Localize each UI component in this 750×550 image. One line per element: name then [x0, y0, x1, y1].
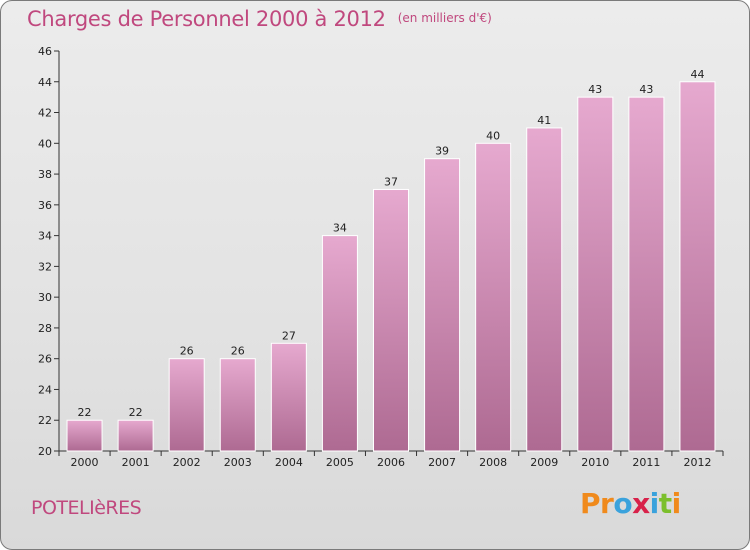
- bar: [66, 419, 103, 452]
- data-label: 22: [129, 406, 143, 419]
- bar: [168, 358, 205, 452]
- y-tick-label: 42: [38, 107, 52, 120]
- y-tick-label: 34: [38, 230, 52, 243]
- x-tick-label: 2001: [122, 456, 150, 469]
- x-tick-label: 2010: [581, 456, 609, 469]
- x-tick-label: 2004: [275, 456, 303, 469]
- x-tick-label: 2002: [173, 456, 201, 469]
- bar: [270, 342, 307, 452]
- brand-letter: i: [671, 487, 682, 520]
- y-tick-label: 30: [38, 291, 52, 304]
- data-labels: 22 22 26 26 27 34 37 39 40 41 43 43 44: [78, 68, 705, 419]
- x-tick-label: 2011: [632, 456, 660, 469]
- y-tick-label: 40: [38, 137, 52, 150]
- y-tick-label: 28: [38, 322, 52, 335]
- data-label: 26: [231, 345, 245, 358]
- x-tick-label: 2006: [377, 456, 405, 469]
- data-label: 40: [486, 129, 500, 142]
- bar: [526, 127, 563, 452]
- brand-letter: i: [649, 487, 660, 520]
- x-tick-label: 2000: [71, 456, 99, 469]
- brand-letter: t: [658, 487, 672, 520]
- y-tick-label: 38: [38, 168, 52, 181]
- x-tick-label: 2005: [326, 456, 354, 469]
- bar: [679, 81, 716, 452]
- y-tick-label: 44: [38, 76, 52, 89]
- data-label: 22: [78, 406, 92, 419]
- bar: [424, 158, 461, 452]
- commune-name: POTELIèRES: [31, 497, 142, 519]
- axes: 20 22 24 26 28 30 32 34 36 38 40 42 44 46 2000 2001 2002…: [38, 45, 724, 469]
- y-tick-label: 32: [38, 260, 52, 273]
- title-row: Charges de Personnel 2000 à 2012 (en mill…: [27, 7, 492, 31]
- x-tick-label: 2012: [683, 456, 711, 469]
- x-tick-label: 2007: [428, 456, 456, 469]
- x-tick-label: 2009: [530, 456, 558, 469]
- data-label: 27: [282, 329, 296, 342]
- brand-letter: P: [580, 487, 601, 520]
- bar: [373, 188, 409, 452]
- data-label: 41: [537, 114, 551, 127]
- bar: [321, 235, 358, 452]
- bars: [66, 81, 716, 452]
- data-label: 26: [180, 345, 194, 358]
- brand-letter: r: [600, 487, 614, 520]
- y-tick-label: 36: [38, 199, 52, 212]
- bar: [577, 96, 614, 452]
- data-label: 39: [435, 145, 449, 158]
- bar: [628, 96, 665, 452]
- bar: [219, 358, 256, 452]
- chart-title: Charges de Personnel 2000 à 2012: [27, 7, 386, 31]
- y-tick-label: 22: [38, 414, 52, 427]
- y-tick-label: 24: [38, 383, 52, 396]
- x-tick-label: 2008: [479, 456, 507, 469]
- y-tick-label: 20: [38, 445, 52, 458]
- brand-letter: x: [632, 487, 650, 520]
- y-tick-label: 26: [38, 353, 52, 366]
- data-label: 43: [588, 83, 602, 96]
- data-label: 44: [690, 68, 704, 81]
- chart-subtitle: (en milliers d'€): [397, 11, 492, 25]
- bar: [117, 419, 154, 452]
- x-tick-label: 2003: [224, 456, 252, 469]
- data-label: 43: [639, 83, 653, 96]
- brand-letter: o: [613, 487, 633, 520]
- brand-logo: Proxiti: [580, 487, 681, 520]
- data-label: 37: [384, 175, 398, 188]
- bar: [475, 142, 512, 452]
- data-label: 34: [333, 222, 347, 235]
- y-tick-label: 46: [38, 45, 52, 58]
